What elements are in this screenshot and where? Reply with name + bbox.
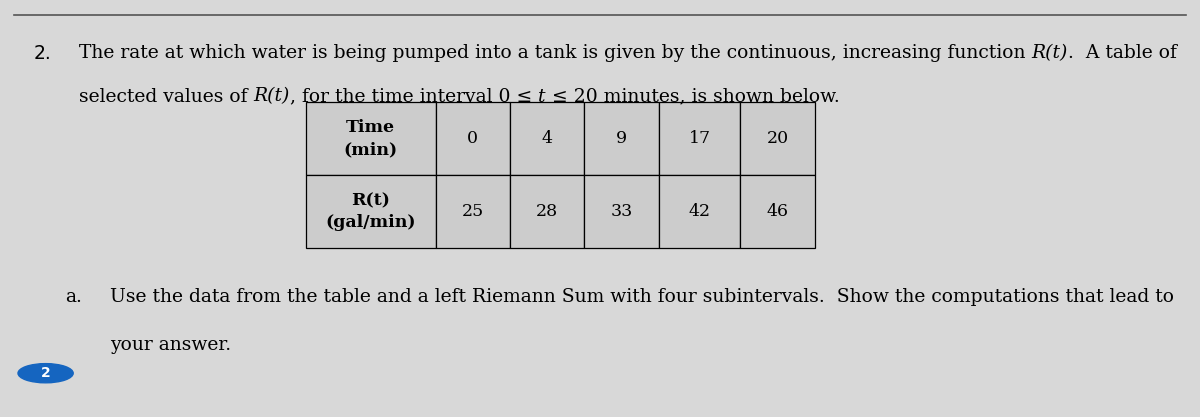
Text: The rate at which water is being pumped into a tank is given by the continuous, : The rate at which water is being pumped … xyxy=(79,44,1032,62)
Text: 33: 33 xyxy=(611,203,632,220)
Bar xyxy=(659,175,740,248)
Text: .  A table of: . A table of xyxy=(1068,44,1177,62)
Text: t: t xyxy=(539,88,546,106)
Circle shape xyxy=(18,364,73,383)
Text: , for the time interval 0 ≤: , for the time interval 0 ≤ xyxy=(290,88,539,106)
Text: Time
(min): Time (min) xyxy=(343,119,398,158)
Text: 2.: 2. xyxy=(34,44,52,63)
Text: ≤ 20 minutes, is shown below.: ≤ 20 minutes, is shown below. xyxy=(546,88,840,106)
Text: Use the data from the table and a left Riemann Sum with four subintervals.  Show: Use the data from the table and a left R… xyxy=(110,288,1175,306)
Text: your answer.: your answer. xyxy=(110,336,232,354)
Text: 2: 2 xyxy=(41,366,50,380)
Bar xyxy=(740,175,815,248)
Bar xyxy=(584,102,659,175)
Text: 25: 25 xyxy=(462,203,484,220)
Text: 20: 20 xyxy=(767,130,788,147)
Bar xyxy=(306,175,436,248)
Text: 9: 9 xyxy=(616,130,628,147)
Text: R(t)
(gal/min): R(t) (gal/min) xyxy=(325,192,416,231)
Text: R(t): R(t) xyxy=(253,88,290,106)
Bar xyxy=(436,102,510,175)
Text: selected values of: selected values of xyxy=(79,88,253,106)
Bar xyxy=(510,102,584,175)
Text: 42: 42 xyxy=(689,203,710,220)
Bar xyxy=(659,102,740,175)
Text: 46: 46 xyxy=(767,203,788,220)
Text: 4: 4 xyxy=(541,130,553,147)
Bar xyxy=(740,102,815,175)
Text: 17: 17 xyxy=(689,130,710,147)
Text: 28: 28 xyxy=(536,203,558,220)
Bar xyxy=(584,175,659,248)
Bar xyxy=(306,102,436,175)
Text: 0: 0 xyxy=(467,130,479,147)
Text: a.: a. xyxy=(65,288,82,306)
Bar xyxy=(510,175,584,248)
Bar xyxy=(436,175,510,248)
Text: R(t): R(t) xyxy=(1032,44,1068,62)
